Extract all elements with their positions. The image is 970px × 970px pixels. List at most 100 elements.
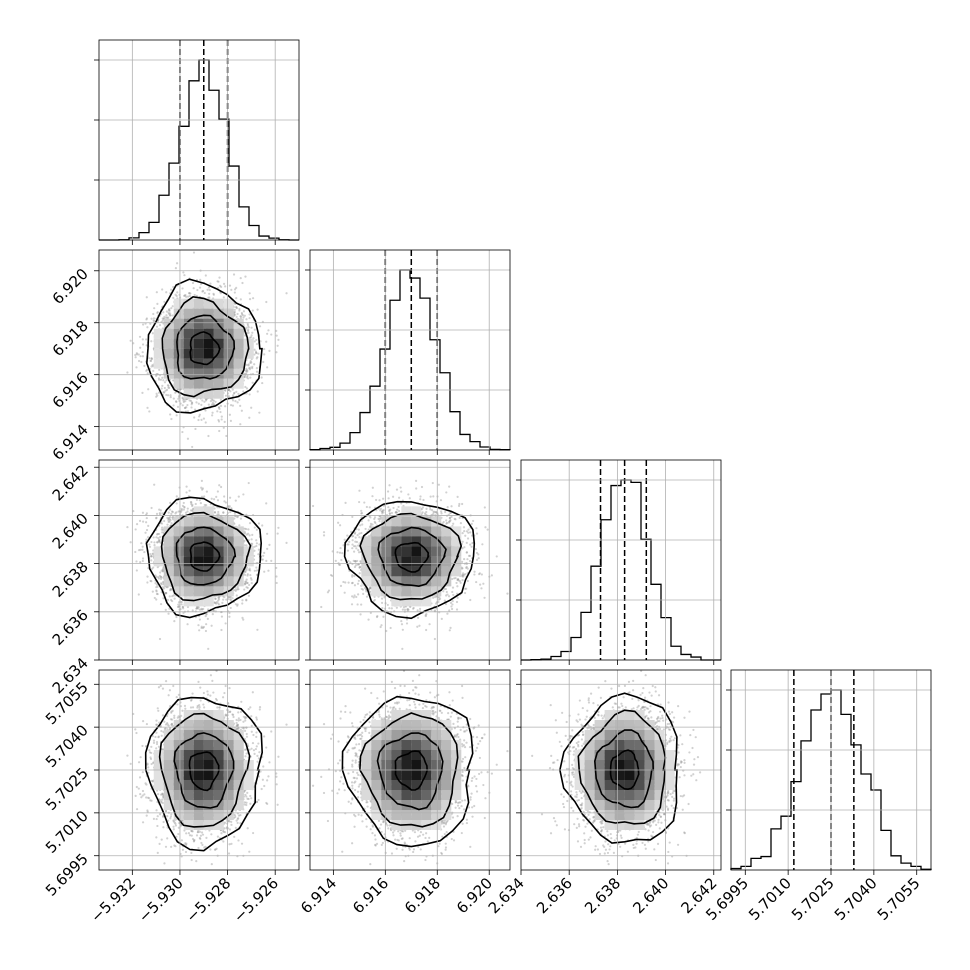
scatter-point [175,400,178,403]
scatter-point [233,391,236,394]
scatter-point [244,385,247,389]
scatter-point [209,282,212,285]
scatter-point [231,394,235,397]
scatter-point [219,292,222,295]
scatter-point [145,317,148,320]
scatter-point [165,379,168,382]
panel-frame [309,249,511,451]
scatter-point [277,338,280,341]
density-cell [173,378,184,389]
scatter-point [248,316,251,320]
scatter-point [145,368,149,371]
scatter-point [217,510,220,514]
scatter-point [183,294,186,297]
scatter-point [182,271,185,274]
scatter-point [186,403,189,407]
scatter-point [147,388,150,391]
scatter-point [229,510,232,514]
density-cell [233,328,244,339]
density-cell [193,318,204,329]
scatter-point [224,405,227,408]
scatter-point [200,418,203,421]
scatter-point [255,338,258,342]
scatter-point [248,297,252,301]
scatter-point [247,594,251,597]
scatter-point [176,291,179,294]
scatter-point [211,411,214,414]
scatter-point [255,367,258,370]
scatter-point [253,348,256,351]
scatter-point [232,392,236,395]
scatter-point [156,310,159,314]
scatter-point [141,355,145,358]
scatter-point [206,288,209,291]
scatter-point [247,331,250,334]
scatter-point [238,398,241,401]
scatter-point [233,308,236,311]
scatter-point [261,381,264,385]
scatter-point [222,296,225,299]
scatter-point [246,370,249,373]
density-panel-2-1 [126,251,288,449]
scatter-point [167,312,171,316]
scatter-point [207,647,210,650]
scatter-point [268,543,271,547]
scatter-point [255,528,258,531]
scatter-point [235,390,238,393]
histogram-steps [99,59,299,241]
scatter-point [165,314,168,317]
scatter-point [219,410,222,414]
scatter-point [276,344,279,347]
scatter-point [258,325,262,328]
scatter-point [251,297,255,300]
scatter-point [159,378,163,381]
scatter-point [275,334,278,337]
scatter-point [217,280,220,283]
scatter-point [255,566,258,569]
scatter-point [218,276,221,279]
scatter-point [246,324,250,327]
scatter-point [150,357,153,361]
scatter-point [240,313,244,316]
scatter-point [143,364,146,367]
density-cell [163,338,174,349]
scatter-point [227,394,230,398]
scatter-point [239,315,242,318]
scatter-point [155,395,158,398]
scatter-point [266,547,269,550]
scatter-point [253,363,256,366]
density-cell [223,318,234,329]
scatter-point [169,394,172,397]
density-cell [153,358,164,369]
scatter-point [199,283,203,286]
scatter-point [138,335,142,338]
scatter-point [207,296,210,299]
scatter-point [193,416,196,419]
scatter-point [146,372,149,375]
scatter-point [192,251,196,254]
scatter-point [152,369,155,373]
scatter-point [207,286,211,289]
scatter-point [151,332,154,335]
density-cell [213,358,224,369]
scatter-point [207,434,210,438]
scatter-point [237,495,240,498]
scatter-point [141,351,144,354]
scatter-point [218,429,221,433]
scatter-point [181,287,184,290]
scatter-point [191,445,194,449]
scatter-point [285,292,288,295]
scatter-point [247,328,250,331]
scatter-point [150,357,154,360]
scatter-point [208,296,211,299]
scatter-point [151,590,154,593]
scatter-point [243,314,246,317]
scatter-point [169,413,172,416]
scatter-point [250,334,253,337]
scatter-point [223,388,227,392]
scatter-point [218,406,221,409]
scatter-point [150,340,153,343]
scatter-point [174,267,178,270]
scatter-point [190,403,193,406]
scatter-point [266,366,269,369]
